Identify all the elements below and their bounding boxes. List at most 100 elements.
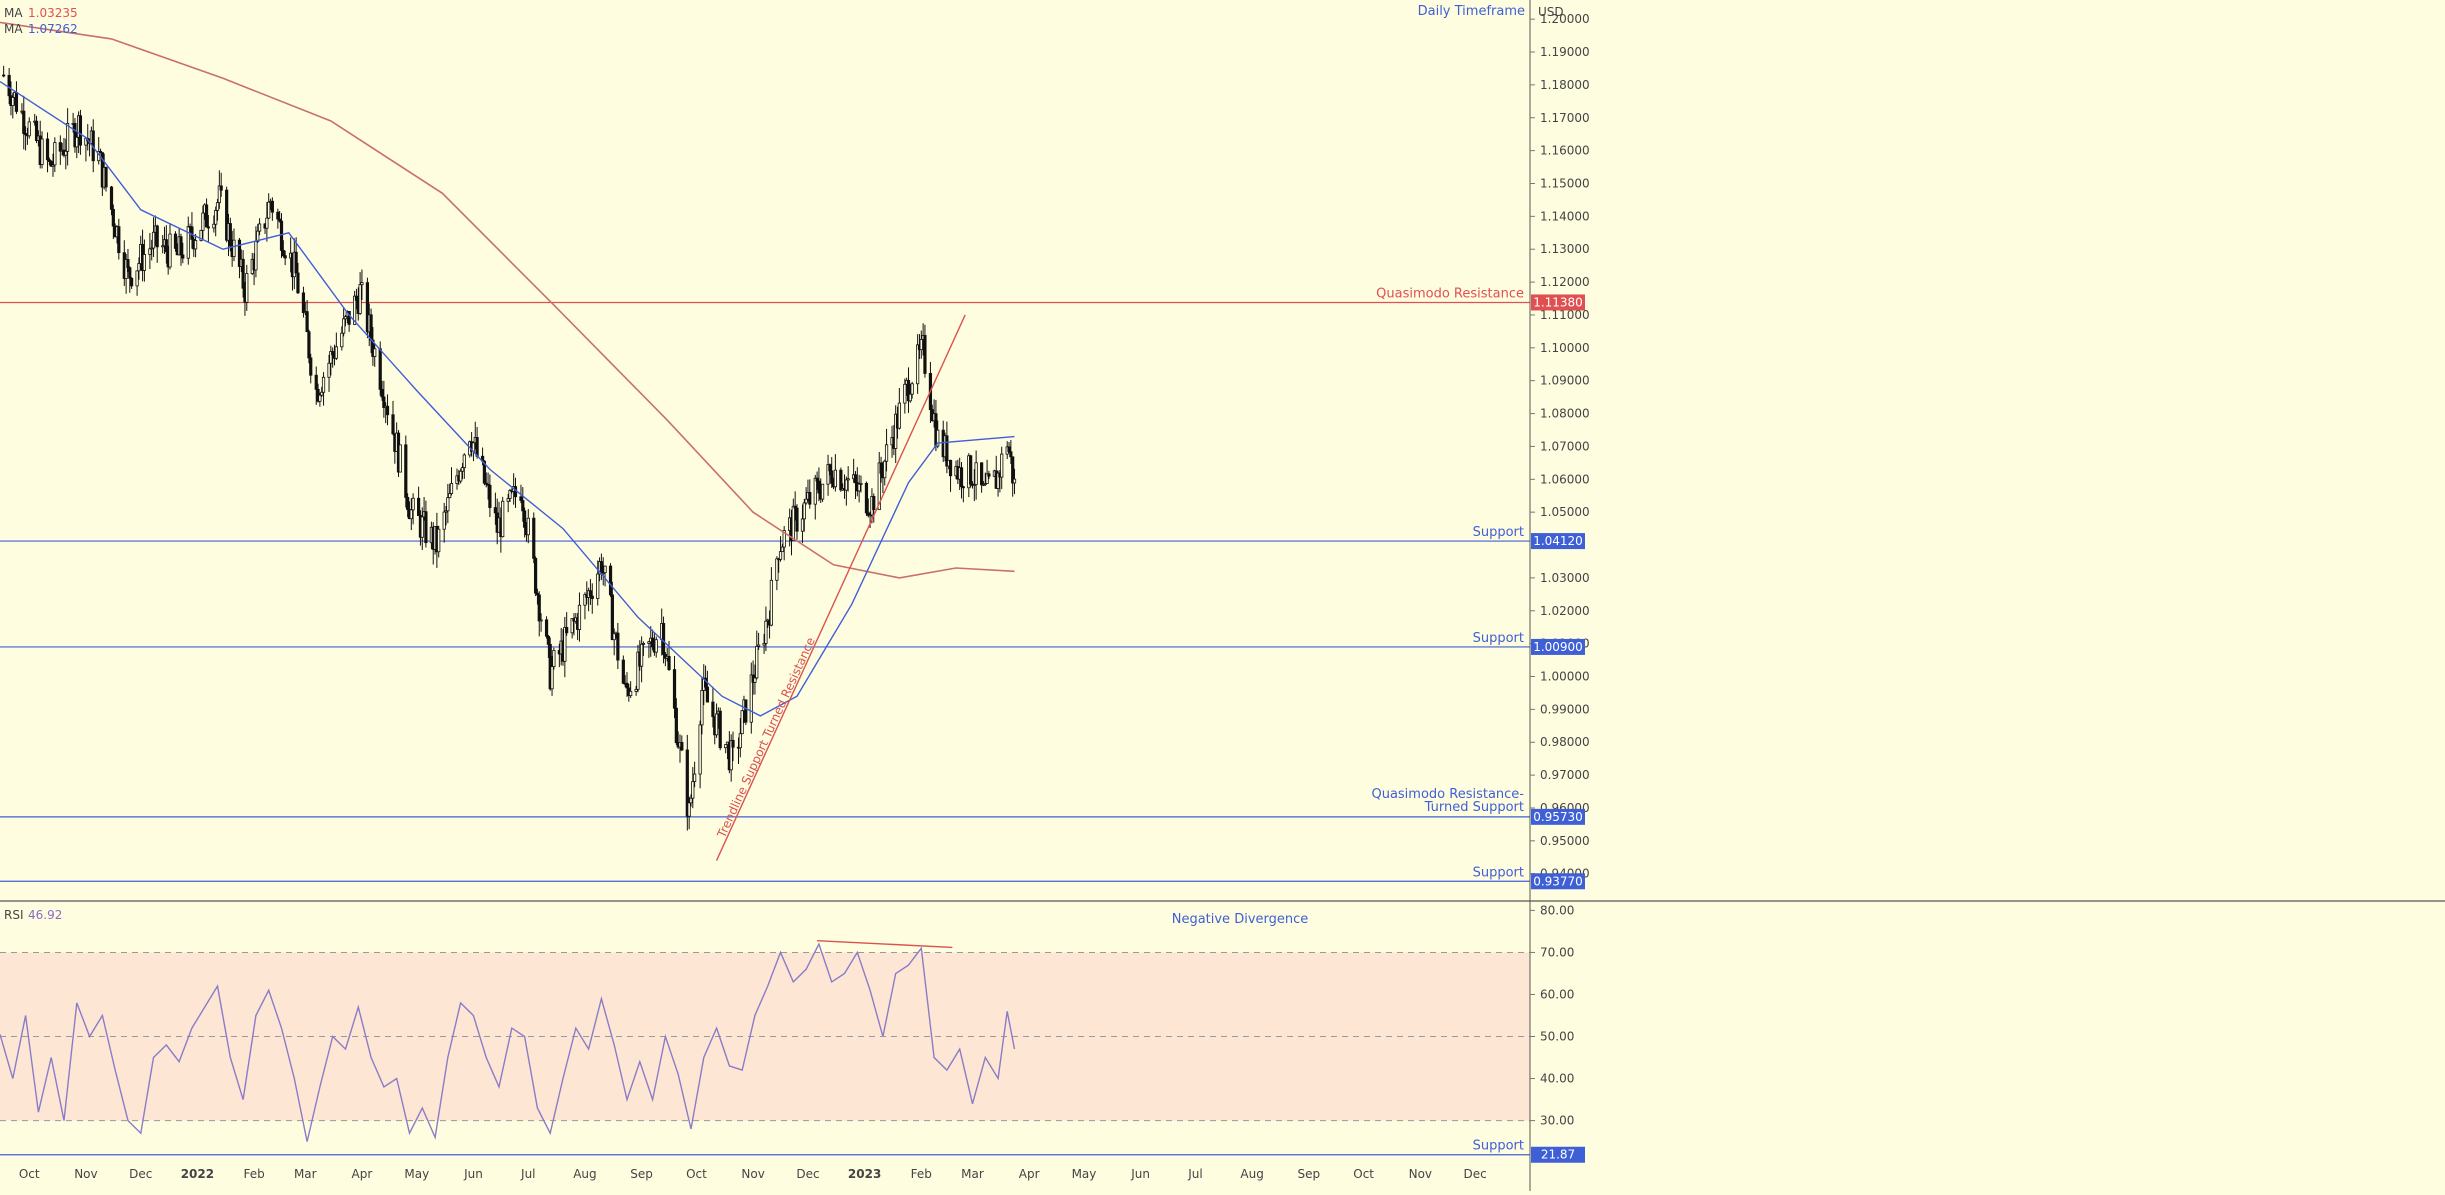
candle-body xyxy=(755,645,759,679)
candle-body xyxy=(7,74,11,97)
candle-body xyxy=(2,74,6,77)
candle-body xyxy=(859,482,863,485)
candle-body xyxy=(884,444,889,462)
candle-body xyxy=(126,259,130,269)
candle-body xyxy=(762,643,766,646)
candle-body xyxy=(610,594,614,641)
time-tick-label: Nov xyxy=(74,1167,97,1181)
time-axis-ticks: Oct Nov Dec 2022 Feb Mar Apr May Jun Jul Aug Sep Oct… xyxy=(19,1167,1487,1181)
candle-body xyxy=(128,267,132,279)
candle-body xyxy=(641,642,646,645)
price-tick-label: 1.03000 xyxy=(1540,571,1590,585)
candle-body xyxy=(985,473,989,484)
candle-body xyxy=(791,505,795,542)
candle-body xyxy=(347,311,351,325)
candle-body xyxy=(493,507,497,514)
rsi-tick-label: 70.00 xyxy=(1540,945,1574,959)
candle-body xyxy=(894,413,898,449)
candle-body xyxy=(570,618,574,634)
candle-body xyxy=(839,469,843,491)
price-tag-bg xyxy=(1531,873,1585,890)
time-tick-label: Oct xyxy=(686,1167,707,1181)
candle-body xyxy=(537,594,541,622)
rsi-tick-label: 50.00 xyxy=(1540,1030,1574,1044)
candle-body xyxy=(343,316,348,320)
candle-body xyxy=(830,470,834,484)
candle-body xyxy=(283,255,287,259)
candle-body xyxy=(307,331,311,359)
candle-body xyxy=(744,699,748,723)
candle-body xyxy=(369,314,373,341)
candle-body xyxy=(523,510,527,528)
candle-body xyxy=(382,396,386,408)
candle-body xyxy=(667,655,671,670)
candle-body xyxy=(689,797,693,804)
candle-body xyxy=(804,498,808,504)
candle-body xyxy=(437,528,441,553)
candle-body xyxy=(276,211,280,220)
candle-body xyxy=(546,635,550,645)
candle-body xyxy=(526,517,530,536)
candle-body xyxy=(685,749,689,817)
candle-body xyxy=(380,388,384,398)
candle-body xyxy=(853,474,858,484)
candle-body xyxy=(66,123,70,152)
time-tick-label: Aug xyxy=(1240,1167,1263,1181)
candle-body xyxy=(406,496,410,510)
price-tags: 1.11380 1.04120 1.00900 0.95730 0.93770 21.87 xyxy=(1531,294,1585,1163)
rsi-label: RSI xyxy=(4,908,24,922)
candle-body xyxy=(329,351,333,364)
price-tag-label: 0.93770 xyxy=(1533,874,1583,888)
candle-body xyxy=(793,505,797,509)
price-tick-label: 1.19000 xyxy=(1540,45,1590,59)
candle-body xyxy=(411,497,415,511)
candle-body xyxy=(34,120,39,141)
candle-body xyxy=(111,208,115,227)
candle-body xyxy=(365,282,370,333)
candle-body xyxy=(245,273,249,303)
ma1-value: 1.03235 xyxy=(28,6,78,20)
candle-body xyxy=(583,594,587,606)
level-label: Support xyxy=(1473,631,1524,646)
candle-body xyxy=(320,391,324,396)
time-tick-label: Dec xyxy=(1464,1167,1487,1181)
candle-body xyxy=(22,110,26,134)
candle-body xyxy=(204,204,209,228)
candle-body xyxy=(241,258,245,289)
candle-body xyxy=(190,226,194,240)
candle-body xyxy=(906,380,911,402)
candle-body xyxy=(155,225,159,248)
candle-body xyxy=(945,435,949,467)
candle-body xyxy=(475,437,479,457)
candle-body xyxy=(577,604,582,630)
candle-body xyxy=(883,460,887,479)
rsi-support-label: Support xyxy=(1473,1139,1524,1154)
trendline xyxy=(715,314,966,861)
candle-body xyxy=(1007,446,1011,453)
candle-body xyxy=(961,486,965,489)
candle-body xyxy=(877,462,881,511)
time-tick-label: Nov xyxy=(741,1167,764,1181)
candle-body xyxy=(301,292,306,314)
candle-body xyxy=(764,620,768,644)
candle-body xyxy=(354,295,359,301)
candle-body xyxy=(844,479,848,491)
candle-body xyxy=(1011,456,1015,484)
candle-body xyxy=(124,259,128,279)
rsi-layer: Negative Divergence xyxy=(0,912,1308,1142)
price-tick-label: 0.95000 xyxy=(1540,834,1590,848)
price-tag-label: 1.00900 xyxy=(1533,640,1583,654)
candle-body xyxy=(488,484,492,508)
candle-body xyxy=(795,507,799,532)
candle-body xyxy=(340,332,344,348)
candle-body xyxy=(919,339,923,351)
grid-layer xyxy=(0,951,1530,1122)
candle-body xyxy=(11,97,15,106)
candle-body xyxy=(179,236,183,256)
candle-body xyxy=(73,122,77,148)
candle-body xyxy=(817,480,821,494)
candle-body xyxy=(563,627,567,662)
price-tick-label: 1.11000 xyxy=(1540,308,1590,322)
candle-body xyxy=(232,239,236,258)
